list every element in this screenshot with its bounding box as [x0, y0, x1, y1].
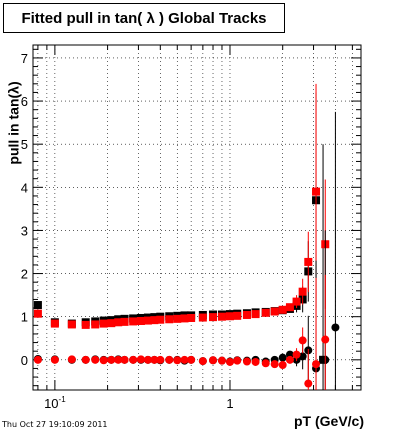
data-point-circle	[261, 359, 270, 368]
title-box: Fitted pull in tan( λ ) Global Tracks	[3, 3, 285, 33]
data-point-circle	[107, 355, 116, 364]
data-point-circle	[331, 323, 340, 332]
data-point-square	[156, 315, 165, 324]
data-point-circle	[150, 355, 159, 364]
data-point-circle	[242, 357, 251, 366]
data-point-circle	[270, 360, 279, 369]
data-point-circle	[209, 356, 218, 365]
data-point-circle	[81, 355, 90, 364]
data-point-square	[165, 315, 174, 324]
data-point-circle	[304, 379, 313, 388]
data-point-square	[180, 314, 189, 323]
data-point-circle	[292, 350, 301, 359]
data-point-circle	[225, 357, 234, 366]
data-point-square	[33, 309, 42, 318]
data-point-circle	[278, 353, 287, 362]
timestamp: Thu Oct 27 19:10:09 2011	[2, 420, 108, 429]
data-point-square	[285, 303, 294, 312]
data-point-circle	[298, 336, 307, 345]
data-point-square	[242, 310, 251, 319]
y-tick-label: 4	[21, 180, 28, 195]
data-point-circle	[298, 352, 307, 361]
data-point-circle	[321, 335, 330, 344]
data-point-square	[143, 316, 152, 325]
data-point-square	[312, 187, 321, 196]
y-tick-label: 5	[21, 137, 28, 152]
axis-ticks: 10-1 1 0 1 2 3 4 5 6 7	[21, 45, 361, 411]
y-tick-label: 6	[21, 94, 28, 109]
data-point-circle	[233, 356, 242, 365]
data-point-square	[233, 311, 242, 320]
data-point-square	[136, 317, 145, 325]
data-point-circle	[91, 355, 100, 364]
data-point-square	[298, 287, 307, 296]
data-marks	[33, 83, 340, 390]
y-axis-label-box: pull in tan(λ)	[2, 45, 26, 200]
data-point-circle	[129, 355, 138, 364]
data-point-square	[251, 310, 260, 319]
data-point-square	[278, 305, 287, 314]
data-point-circle	[187, 355, 196, 364]
y-axis-label: pull in tan(λ)	[6, 80, 22, 165]
data-point-square	[91, 320, 100, 329]
data-point-circle	[120, 355, 129, 364]
x-tick-label: 10-1	[44, 395, 66, 411]
data-point-square	[292, 297, 301, 306]
data-point-square	[81, 320, 90, 329]
data-point-circle	[173, 356, 182, 365]
data-point-circle	[198, 357, 207, 366]
chart-title: Fitted pull in tan( λ ) Global Tracks	[21, 9, 267, 27]
x-axis-label: pT (GeV/c)	[293, 413, 364, 429]
data-point-circle	[165, 355, 174, 364]
data-point-square	[198, 313, 207, 322]
data-point-square	[304, 257, 313, 266]
data-point-circle	[99, 356, 108, 365]
data-point-circle	[136, 355, 145, 364]
data-point-square	[129, 317, 138, 326]
y-tick-label: 1	[21, 310, 28, 325]
data-point-square	[50, 319, 59, 328]
data-point-square	[120, 317, 129, 326]
data-point-square	[261, 308, 270, 317]
data-point-circle	[156, 355, 165, 364]
x-tick-label: 1	[226, 396, 233, 411]
grid-lines	[33, 45, 361, 390]
data-point-circle	[50, 355, 59, 364]
data-point-circle	[312, 360, 321, 369]
y-tick-label: 2	[21, 267, 28, 282]
data-point-circle	[114, 355, 123, 364]
y-tick-label: 7	[21, 51, 28, 66]
data-point-circle	[143, 355, 152, 364]
data-point-square	[270, 307, 279, 316]
data-point-square	[67, 320, 76, 329]
data-point-square	[33, 301, 42, 310]
data-point-circle	[251, 357, 260, 366]
data-point-square	[225, 312, 234, 321]
data-point-square	[217, 312, 226, 321]
data-point-square	[107, 319, 116, 328]
data-point-square	[150, 316, 159, 325]
data-point-square	[209, 313, 218, 322]
data-point-square	[187, 313, 196, 322]
data-point-circle	[285, 355, 294, 364]
data-point-square	[114, 318, 123, 327]
y-tick-label: 3	[21, 223, 28, 238]
data-point-circle	[67, 355, 76, 364]
data-point-square	[99, 319, 108, 328]
data-point-square	[173, 314, 182, 323]
data-point-circle	[217, 356, 226, 365]
data-point-circle	[180, 355, 189, 364]
y-tick-label: 0	[21, 353, 28, 368]
x-tick-label-exponent: -1	[59, 395, 67, 404]
plot-frame	[32, 44, 362, 391]
data-point-circle	[33, 355, 42, 364]
data-point-circle	[278, 360, 287, 369]
